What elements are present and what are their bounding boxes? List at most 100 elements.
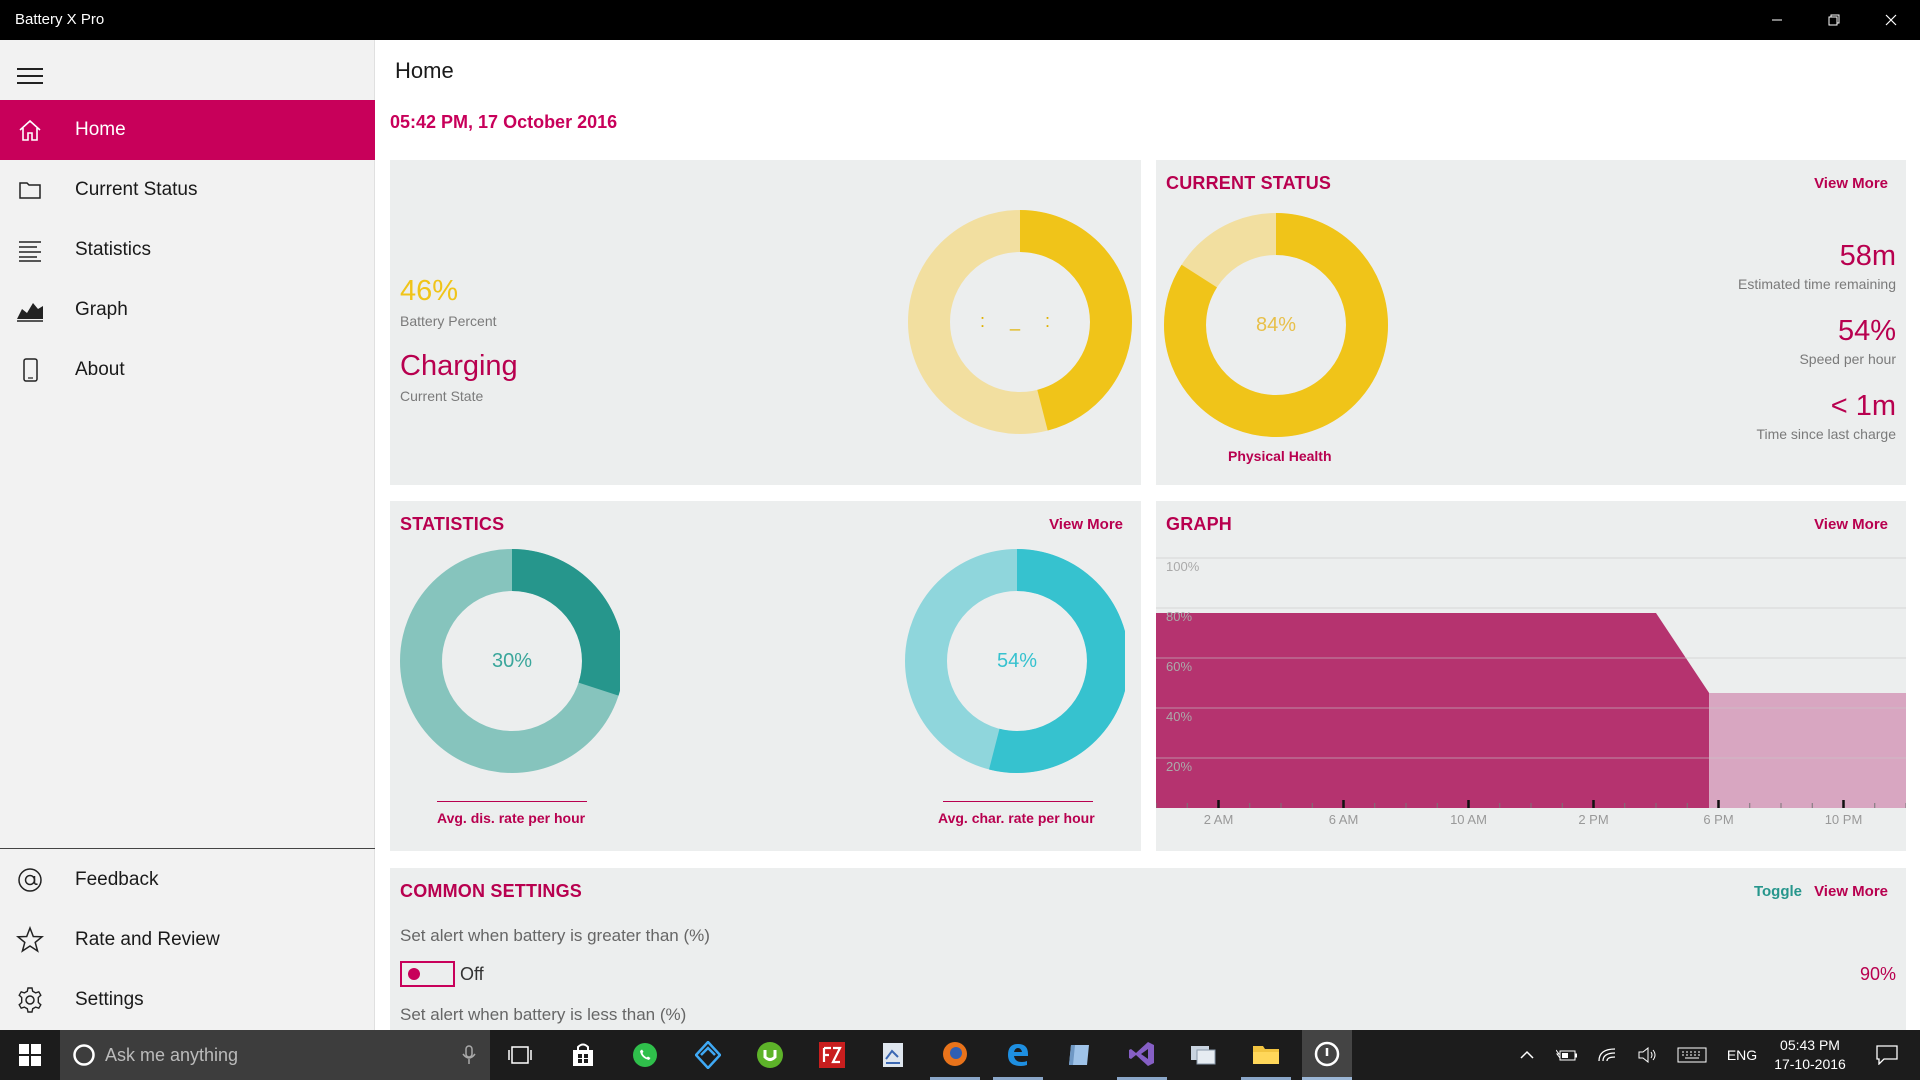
statistics-title: STATISTICS [400, 514, 505, 534]
common-settings-title: COMMON SETTINGS [400, 881, 582, 901]
taskbar-file-explorer[interactable] [1241, 1030, 1291, 1080]
language-text: ENG [1726, 1047, 1758, 1063]
discharge-donut-chart: 30% [400, 549, 620, 773]
graph-x-tick-label: 6 AM [1329, 812, 1359, 827]
sidebar-item-home[interactable]: Home [0, 100, 375, 160]
charge-donut-chart: 54% [905, 549, 1125, 773]
cortana-search-box[interactable]: Ask me anything [60, 1030, 490, 1080]
statistics-view-more-link[interactable]: View More [1049, 516, 1123, 533]
taskbar-app-document[interactable] [868, 1030, 918, 1080]
tray-wifi[interactable] [1593, 1030, 1621, 1080]
firefox-icon [943, 1041, 967, 1066]
taskbar-battery-x-pro[interactable] [1302, 1030, 1352, 1080]
sidebar-item-about[interactable]: About [0, 340, 375, 400]
charge-percent-text: 54% [997, 650, 1037, 672]
action-center-button[interactable] [1862, 1030, 1912, 1080]
taskbar-app-windows[interactable] [1178, 1030, 1228, 1080]
hamburger-menu-button[interactable] [14, 60, 46, 92]
search-placeholder: Ask me anything [105, 1044, 239, 1065]
at-icon [0, 850, 60, 910]
taskbar-utorrent[interactable] [745, 1030, 795, 1080]
current-state-value: Charging [400, 350, 518, 382]
taskbar-edge[interactable] [993, 1030, 1043, 1080]
graph-x-tick-label: 10 AM [1450, 812, 1487, 827]
stat-label: Time since last charge [1756, 426, 1896, 442]
restore-button[interactable] [1805, 0, 1862, 40]
taskbar-clock[interactable]: 05:43 PM 17-10-2016 [1770, 1036, 1850, 1074]
microphone-icon[interactable] [462, 1045, 476, 1065]
windows-logo-icon [19, 1044, 41, 1066]
discharge-underline [437, 801, 587, 802]
notification-icon [1876, 1045, 1898, 1065]
stat-speed-per-hour: 54% Speed per hour [1799, 315, 1896, 367]
sidebar-item-graph[interactable]: Graph [0, 280, 375, 340]
graph-y-tick-label: 40% [1166, 709, 1192, 724]
volume-icon [1638, 1047, 1656, 1063]
taskbar-app-tablet[interactable] [1054, 1030, 1104, 1080]
alert-high-toggle[interactable] [400, 961, 455, 987]
current-state-label: Current State [400, 388, 484, 404]
graph-view-more-link[interactable]: View More [1814, 516, 1888, 533]
start-button[interactable] [0, 1030, 60, 1080]
tray-volume[interactable] [1633, 1030, 1661, 1080]
taskbar: Ask me anything [0, 1030, 1920, 1080]
taskbar-firefox[interactable] [930, 1030, 980, 1080]
graph-card: GRAPH View More 100% 80% 60% 40% 20% 2 AM 6 AM… [1156, 501, 1906, 851]
graph-area-series-1 [1709, 693, 1906, 808]
sidebar-divider [0, 848, 375, 849]
battery-graph: 100% 80% 60% 40% 20% 2 AM 6 AM 10 AM 2 PM 6 PM 10 … [1156, 557, 1906, 827]
sidebar-item-current-status[interactable]: Current Status [0, 160, 375, 220]
current-status-view-more-link[interactable]: View More [1814, 175, 1888, 192]
sidebar-item-label: Home [75, 119, 126, 140]
common-settings-card: COMMON SETTINGS Toggle View More Set ale… [390, 868, 1906, 1030]
taskbar-store[interactable] [558, 1030, 608, 1080]
visual-studio-icon [1129, 1041, 1154, 1066]
filezilla-icon [819, 1042, 845, 1068]
area-chart-icon [0, 280, 60, 340]
title-bar: Battery X Pro [0, 0, 1920, 40]
graph-x-tick-label: 2 AM [1204, 812, 1234, 827]
battery-percent-label: Battery Percent [400, 313, 497, 329]
app-title: Battery X Pro [15, 11, 105, 28]
alert-high-value[interactable]: 90% [1859, 964, 1896, 984]
physical-health-label: Physical Health [1228, 448, 1332, 464]
graph-y-tick-label: 60% [1166, 659, 1192, 674]
settings-view-more-link[interactable]: View More [1814, 883, 1888, 900]
taskbar-filezilla[interactable] [807, 1030, 857, 1080]
folder-explorer-icon [1253, 1045, 1279, 1064]
sidebar-item-label: Settings [75, 989, 144, 1010]
whatsapp-icon [633, 1043, 657, 1067]
graph-y-tick-label: 100% [1166, 559, 1200, 574]
star-icon [0, 910, 60, 970]
alert-low-label: Set alert when battery is less than (%) [400, 1005, 687, 1024]
battery-percent-value: 46% [400, 275, 459, 307]
discharge-donut-arc [400, 549, 620, 773]
tray-keyboard[interactable] [1674, 1030, 1710, 1080]
current-status-title: CURRENT STATUS [1166, 173, 1332, 193]
close-button[interactable] [1862, 0, 1919, 40]
current-datetime: 05:42 PM, 17 October 2016 [390, 112, 618, 132]
sidebar-item-statistics[interactable]: Statistics [0, 220, 375, 280]
toggle-link[interactable]: Toggle [1753, 883, 1802, 900]
battery-donut-arc [908, 210, 1132, 434]
minimize-button[interactable] [1748, 0, 1805, 40]
tray-battery[interactable] [1553, 1030, 1581, 1080]
sidebar-item-label: Current Status [75, 179, 198, 200]
sidebar-item-feedback[interactable]: Feedback [0, 850, 375, 910]
graph-x-tick-label: 2 PM [1578, 812, 1608, 827]
taskbar-app-diamond[interactable] [683, 1030, 733, 1080]
show-hidden-icons-button[interactable] [1515, 1030, 1539, 1080]
task-view-button[interactable] [495, 1030, 545, 1080]
graph-x-tick-label: 10 PM [1825, 812, 1863, 827]
sidebar-item-rate-review[interactable]: Rate and Review [0, 910, 375, 970]
sidebar-item-label: Feedback [75, 869, 159, 890]
sidebar-item-settings[interactable]: Settings [0, 970, 375, 1030]
sidebar-item-label: Graph [75, 299, 128, 320]
taskbar-whatsapp[interactable] [620, 1030, 670, 1080]
graph-y-tick-label: 20% [1166, 759, 1192, 774]
input-language[interactable]: ENG [1722, 1030, 1762, 1080]
store-icon [573, 1043, 593, 1066]
battery-face-icon: : _ : [980, 311, 1060, 332]
statistics-card: STATISTICS View More 30% Avg. dis. rate … [390, 501, 1141, 851]
taskbar-visual-studio[interactable] [1117, 1030, 1167, 1080]
